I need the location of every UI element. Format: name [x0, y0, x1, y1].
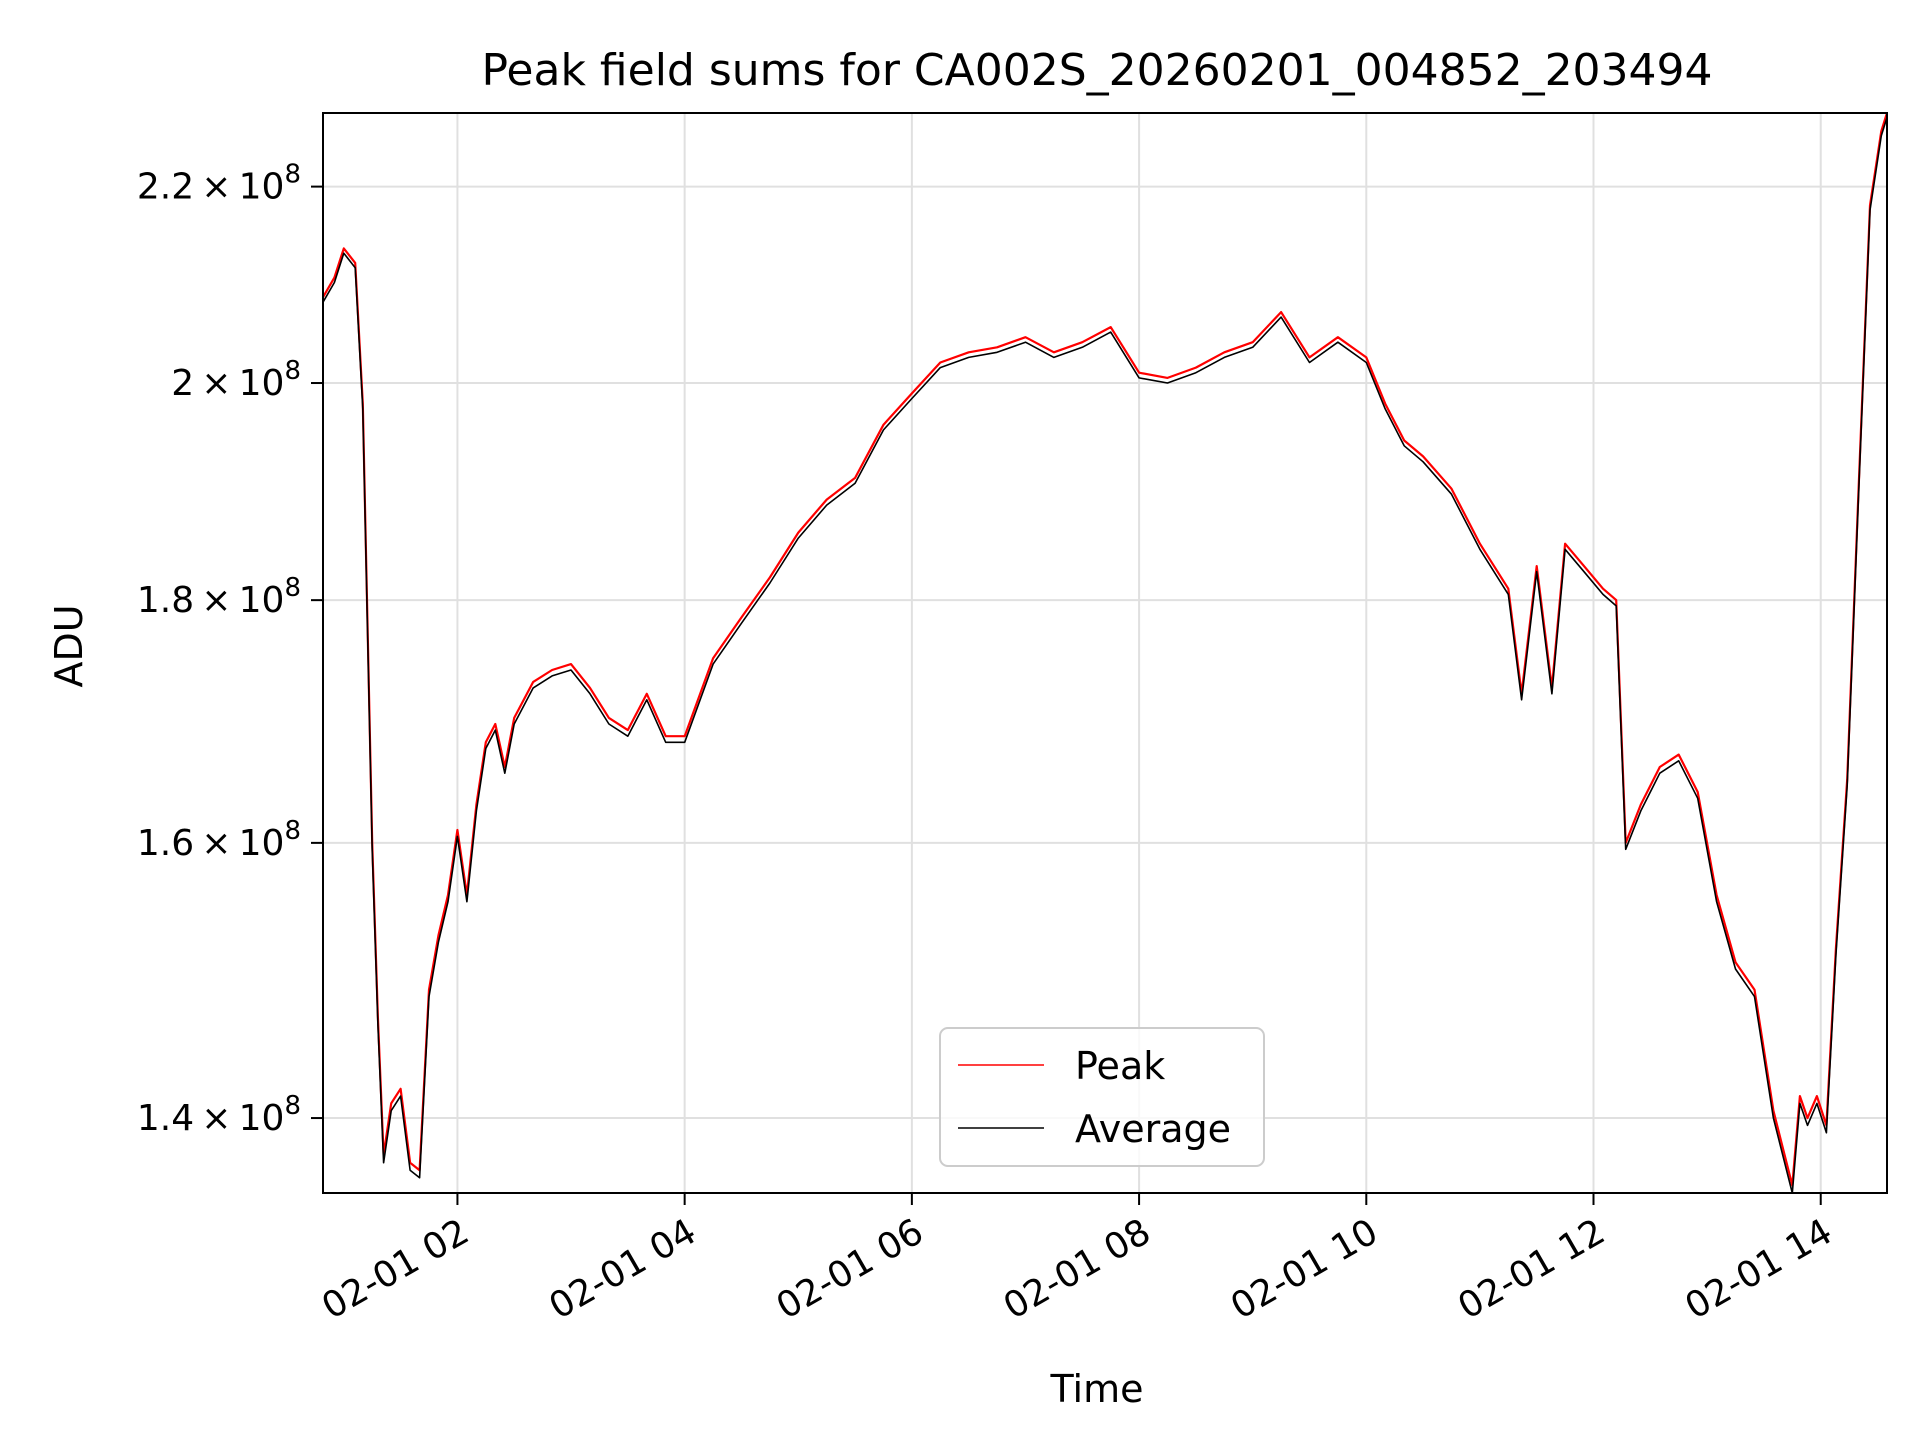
legend-label-average: Average	[1075, 1107, 1231, 1151]
y-tick-label: 1.8 × 108	[137, 573, 301, 621]
chart-title: Peak field sums for CA002S_20260201_0048…	[481, 45, 1712, 96]
y-tick-label: 2.2 × 108	[137, 160, 301, 208]
y-tick-label: 1.6 × 108	[137, 816, 301, 864]
y-axis-ticks: 1.4 × 108 1.6 × 108 1.8 × 108 2 × 108 2.2 × …	[137, 160, 323, 1139]
legend: Peak Average	[939, 1027, 1265, 1167]
x-axis-label: Time	[1050, 1367, 1144, 1411]
legend-label-peak: Peak	[1075, 1044, 1165, 1088]
series-line-peak	[322, 112, 1889, 1187]
series-line-average	[322, 117, 1888, 1194]
y-tick-label: 2 × 108	[171, 356, 301, 404]
grid	[323, 113, 1887, 1193]
y-tick-label: 1.4 × 108	[137, 1091, 301, 1139]
legend-box	[939, 1027, 1265, 1167]
plot-frame	[322, 112, 1888, 1194]
series-lines	[322, 112, 1889, 1194]
y-axis-label: ADU	[47, 604, 91, 687]
